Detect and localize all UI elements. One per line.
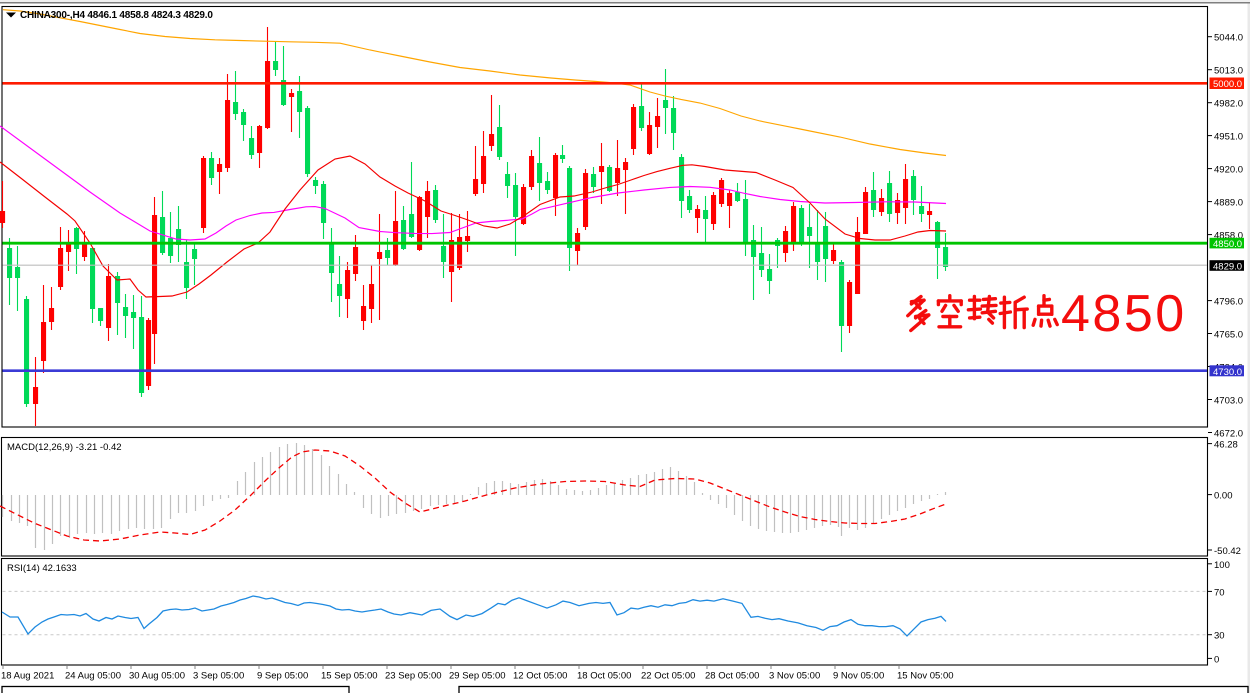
svg-text:15 Nov 05:00: 15 Nov 05:00: [897, 671, 954, 682]
svg-text:4730.0: 4730.0: [1213, 367, 1242, 378]
svg-text:0: 0: [1214, 654, 1219, 665]
svg-text:4889.0: 4889.0: [1214, 198, 1243, 209]
svg-text:22 Oct 05:00: 22 Oct 05:00: [641, 671, 695, 682]
svg-text:28 Oct 05:00: 28 Oct 05:00: [705, 671, 759, 682]
svg-text:RSI(14) 42.1633: RSI(14) 42.1633: [7, 563, 77, 574]
svg-text:46.28: 46.28: [1214, 440, 1238, 451]
svg-text:12 Oct 05:00: 12 Oct 05:00: [513, 671, 567, 682]
svg-text:3 Nov 05:00: 3 Nov 05:00: [769, 671, 820, 682]
svg-text:30: 30: [1214, 631, 1225, 642]
svg-text:4765.0: 4765.0: [1214, 330, 1243, 341]
svg-text:29 Sep 05:00: 29 Sep 05:00: [449, 671, 506, 682]
svg-text:4829.0: 4829.0: [1213, 262, 1242, 273]
svg-text:18 Aug 2021: 18 Aug 2021: [1, 671, 54, 682]
svg-text:4850.0: 4850.0: [1213, 239, 1242, 250]
svg-text:24 Aug 05:00: 24 Aug 05:00: [65, 671, 121, 682]
svg-text:9 Sep 05:00: 9 Sep 05:00: [257, 671, 308, 682]
svg-text:5044.0: 5044.0: [1214, 33, 1243, 44]
svg-text:4982.0: 4982.0: [1214, 99, 1243, 110]
svg-text:0.00: 0.00: [1214, 491, 1233, 502]
svg-text:4951.0: 4951.0: [1214, 132, 1243, 143]
svg-text:4850: 4850: [1061, 285, 1187, 343]
svg-text:15 Sep 05:00: 15 Sep 05:00: [321, 671, 378, 682]
svg-text:CHINA300-,H4 4846.1 4858.8 48: CHINA300-,H4 4846.1 4858.8 4824.3 4829.0: [20, 10, 213, 21]
svg-text:70: 70: [1214, 587, 1225, 598]
svg-text:9 Nov 05:00: 9 Nov 05:00: [833, 671, 884, 682]
svg-text:3 Sep 05:00: 3 Sep 05:00: [193, 671, 244, 682]
svg-text:100: 100: [1214, 560, 1230, 571]
svg-text:4920.0: 4920.0: [1214, 165, 1243, 176]
svg-text:-50.42: -50.42: [1214, 546, 1241, 557]
svg-text:23 Sep 05:00: 23 Sep 05:00: [385, 671, 442, 682]
svg-text:5013.0: 5013.0: [1214, 66, 1243, 77]
svg-text:30 Aug 05:00: 30 Aug 05:00: [129, 671, 185, 682]
svg-text:4796.0: 4796.0: [1214, 297, 1243, 308]
svg-text:5000.0: 5000.0: [1213, 79, 1242, 90]
svg-text:4672.0: 4672.0: [1214, 429, 1243, 440]
svg-text:MACD(12,26,9) -3.21 -0.42: MACD(12,26,9) -3.21 -0.42: [7, 442, 122, 453]
svg-text:18 Oct 05:00: 18 Oct 05:00: [577, 671, 631, 682]
svg-text:4703.0: 4703.0: [1214, 396, 1243, 407]
